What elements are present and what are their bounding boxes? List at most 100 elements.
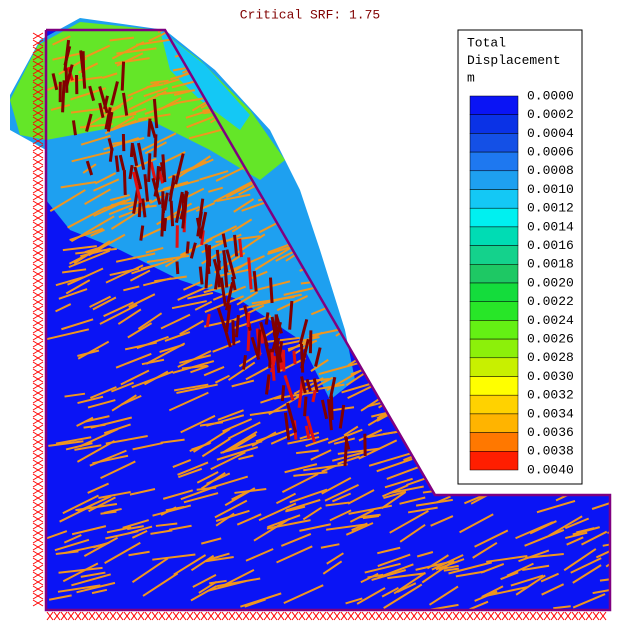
joint bbox=[597, 278, 621, 300]
legend-swatch bbox=[470, 283, 518, 302]
joint bbox=[419, 408, 460, 415]
joint bbox=[335, 141, 360, 145]
joint bbox=[335, 93, 370, 100]
legend: TotalDisplacementm0.00000.00020.00040.00… bbox=[458, 30, 582, 484]
joint bbox=[328, 24, 354, 30]
joint bbox=[607, 284, 621, 303]
joint bbox=[331, 43, 359, 54]
joint bbox=[352, 85, 391, 106]
legend-title: m bbox=[467, 70, 475, 85]
joint bbox=[596, 336, 621, 349]
joint bbox=[579, 123, 617, 137]
legend-swatch bbox=[470, 133, 518, 152]
legend-level: 0.0006 bbox=[527, 145, 574, 160]
joint bbox=[418, 413, 457, 425]
joint bbox=[413, 285, 432, 294]
joint bbox=[397, 128, 418, 141]
joint bbox=[450, 484, 489, 496]
joint bbox=[596, 440, 621, 444]
legend-swatch bbox=[470, 433, 518, 452]
joint bbox=[394, 389, 426, 402]
joint bbox=[245, 59, 267, 71]
joint bbox=[322, 26, 346, 40]
joint bbox=[163, 154, 165, 182]
joint bbox=[307, 69, 325, 75]
joint bbox=[271, 23, 297, 39]
joint bbox=[343, 137, 374, 143]
joint bbox=[254, 106, 271, 109]
joint bbox=[262, 24, 296, 40]
legend-level: 0.0008 bbox=[527, 163, 574, 178]
joint bbox=[585, 99, 615, 109]
joint bbox=[350, 304, 392, 308]
joint bbox=[207, 314, 209, 327]
legend-title: Displacement bbox=[467, 53, 561, 68]
legend-swatch bbox=[470, 208, 518, 227]
joint bbox=[294, 50, 328, 67]
joint bbox=[398, 254, 413, 262]
joint bbox=[406, 14, 439, 32]
legend-level: 0.0038 bbox=[527, 444, 574, 459]
legend-level: 0.0016 bbox=[527, 238, 574, 253]
joint bbox=[273, 27, 291, 39]
joint bbox=[280, 341, 282, 355]
joint bbox=[603, 361, 621, 367]
joint bbox=[608, 196, 621, 208]
joint bbox=[376, 123, 409, 130]
joint bbox=[579, 297, 617, 303]
joint bbox=[599, 286, 621, 291]
joint bbox=[337, 107, 374, 131]
joint bbox=[410, 344, 448, 364]
joint bbox=[73, 120, 75, 135]
legend-swatch bbox=[470, 377, 518, 396]
joint bbox=[606, 54, 621, 62]
joint bbox=[597, 411, 621, 424]
joint bbox=[602, 190, 620, 202]
joint bbox=[370, 109, 397, 121]
joint bbox=[346, 319, 369, 327]
joint bbox=[155, 134, 156, 157]
joint bbox=[306, 38, 341, 53]
joint bbox=[200, 267, 202, 285]
joint bbox=[320, 122, 347, 134]
joint bbox=[594, 412, 610, 422]
joint bbox=[381, 258, 402, 268]
joint bbox=[404, 24, 428, 32]
joint bbox=[270, 278, 272, 303]
joint bbox=[372, 147, 410, 158]
joint bbox=[609, 361, 621, 368]
joint bbox=[531, 488, 558, 492]
joint bbox=[334, 115, 353, 123]
joint bbox=[577, 341, 618, 348]
joint bbox=[258, 330, 260, 359]
joint bbox=[326, 276, 368, 290]
joint bbox=[305, 397, 306, 417]
joint bbox=[83, 51, 84, 77]
joint bbox=[274, 75, 290, 84]
joint bbox=[425, 308, 441, 313]
joint bbox=[350, 259, 374, 265]
joint bbox=[328, 190, 368, 195]
legend-level: 0.0010 bbox=[527, 182, 574, 197]
joint bbox=[595, 155, 620, 162]
joint bbox=[379, 245, 407, 251]
joint bbox=[437, 249, 456, 256]
joint bbox=[209, 59, 235, 64]
joint bbox=[407, 55, 425, 67]
legend-title: Total bbox=[467, 35, 506, 50]
joint bbox=[141, 226, 143, 241]
joint bbox=[584, 143, 621, 154]
joint bbox=[305, 122, 323, 128]
joint bbox=[348, 303, 380, 316]
joint bbox=[581, 332, 618, 353]
joint bbox=[352, 66, 381, 81]
joint bbox=[417, 59, 437, 61]
legend-swatch bbox=[470, 115, 518, 134]
joint bbox=[248, 313, 249, 327]
joint bbox=[426, 72, 442, 76]
model-view: Critical SRF: 1.75 TotalDisplacementm0.0… bbox=[0, 0, 621, 623]
joint bbox=[594, 347, 621, 363]
joint bbox=[341, 83, 371, 96]
joint bbox=[130, 165, 132, 179]
joint bbox=[441, 446, 460, 450]
